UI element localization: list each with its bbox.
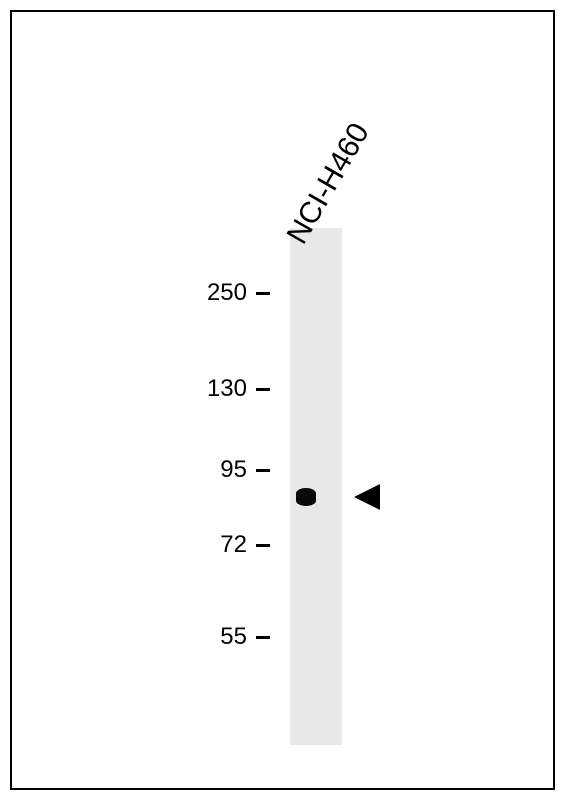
marker-label-250: 250	[207, 279, 247, 307]
marker-tick-72	[256, 544, 270, 547]
marker-tick-55	[256, 636, 270, 639]
marker-label-55: 55	[220, 623, 247, 651]
marker-label-72: 72	[220, 531, 247, 559]
marker-tick-95	[256, 469, 270, 472]
blot-lane	[290, 228, 342, 745]
marker-label-95: 95	[220, 456, 247, 484]
image-frame	[10, 10, 555, 790]
band-indicator-arrow	[354, 484, 380, 510]
lane-label-container: NCI-H460	[310, 216, 443, 250]
marker-label-130: 130	[207, 375, 247, 403]
protein-band	[296, 488, 316, 506]
marker-tick-130	[256, 388, 270, 391]
marker-tick-250	[256, 292, 270, 295]
